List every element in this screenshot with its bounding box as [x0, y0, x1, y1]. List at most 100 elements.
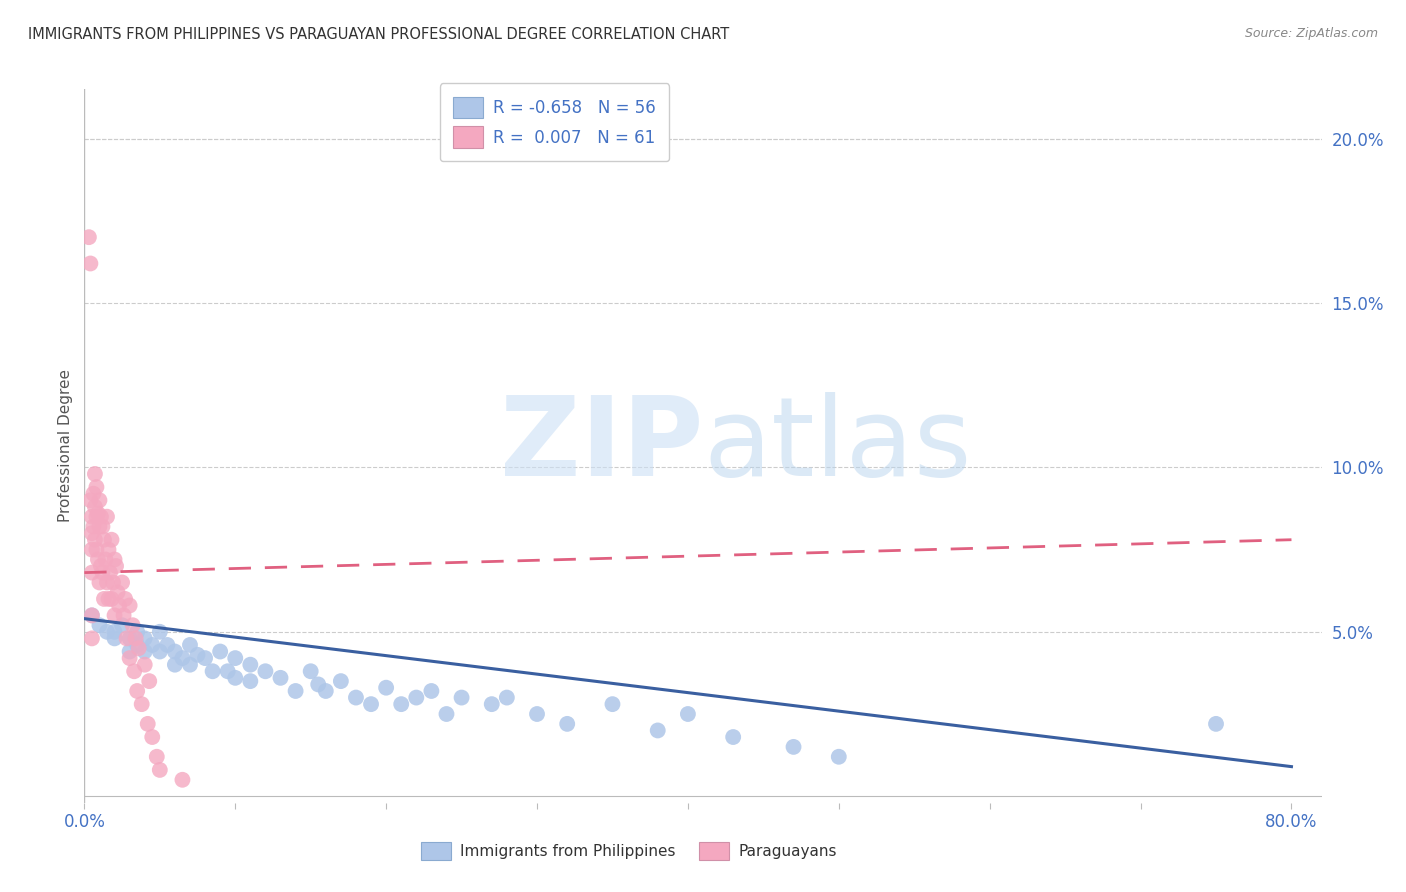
Point	[676, 706, 699, 721]
Point	[118, 632, 141, 646]
Point	[118, 651, 141, 665]
Point	[80, 509, 103, 524]
Point	[828, 749, 851, 764]
Point	[80, 566, 103, 580]
Point	[86, 509, 108, 524]
Point	[389, 697, 412, 711]
Point	[201, 665, 224, 679]
Point	[134, 632, 156, 646]
Point	[344, 690, 367, 705]
Point	[360, 697, 382, 711]
Point	[93, 533, 115, 547]
Point	[172, 651, 194, 665]
Point	[138, 674, 160, 689]
Point	[114, 591, 136, 606]
Point	[89, 493, 111, 508]
Point	[163, 657, 186, 672]
Point	[82, 486, 104, 500]
Point	[90, 559, 112, 574]
Point	[127, 638, 149, 652]
Point	[103, 624, 125, 639]
Point	[86, 542, 108, 557]
Point	[98, 566, 121, 580]
Point	[134, 644, 156, 658]
Point	[141, 730, 163, 744]
Point	[224, 651, 246, 665]
Point	[179, 638, 201, 652]
Point	[179, 657, 201, 672]
Point	[118, 644, 141, 658]
Point	[555, 717, 578, 731]
Point	[96, 509, 118, 524]
Point	[79, 256, 101, 270]
Point	[91, 519, 114, 533]
Point	[103, 608, 125, 623]
Point	[224, 671, 246, 685]
Point	[112, 608, 135, 623]
Point	[194, 651, 217, 665]
Point	[405, 690, 427, 705]
Point	[146, 749, 169, 764]
Point	[127, 684, 149, 698]
Point	[97, 542, 120, 557]
Point	[84, 500, 107, 514]
Point	[79, 493, 101, 508]
Text: Source: ZipAtlas.com: Source: ZipAtlas.com	[1244, 27, 1378, 40]
Point	[254, 665, 277, 679]
Point	[101, 575, 124, 590]
Point	[239, 674, 262, 689]
Text: ZIP: ZIP	[499, 392, 703, 500]
Point	[124, 632, 146, 646]
Point	[127, 624, 149, 639]
Point	[270, 671, 292, 685]
Point	[84, 467, 107, 481]
Point	[105, 559, 128, 574]
Point	[186, 648, 208, 662]
Point	[80, 608, 103, 623]
Point	[80, 542, 103, 557]
Point	[107, 585, 129, 599]
Point	[721, 730, 744, 744]
Point	[89, 575, 111, 590]
Point	[284, 684, 307, 698]
Point	[103, 552, 125, 566]
Point	[91, 566, 114, 580]
Point	[375, 681, 398, 695]
Point	[84, 533, 107, 547]
Point	[97, 591, 120, 606]
Point	[89, 618, 111, 632]
Point	[782, 739, 804, 754]
Text: atlas: atlas	[703, 392, 972, 500]
Point	[90, 509, 112, 524]
Point	[115, 632, 138, 646]
Point	[217, 665, 239, 679]
Point	[239, 657, 262, 672]
Text: IMMIGRANTS FROM PHILIPPINES VS PARAGUAYAN PROFESSIONAL DEGREE CORRELATION CHART: IMMIGRANTS FROM PHILIPPINES VS PARAGUAYA…	[28, 27, 730, 42]
Point	[134, 657, 156, 672]
Point	[82, 519, 104, 533]
Point	[141, 638, 163, 652]
Point	[149, 644, 172, 658]
Point	[94, 552, 117, 566]
Point	[89, 519, 111, 533]
Point	[307, 677, 329, 691]
Point	[80, 632, 103, 646]
Point	[121, 618, 143, 632]
Point	[111, 575, 134, 590]
Point	[450, 690, 472, 705]
Point	[111, 618, 134, 632]
Point	[647, 723, 669, 738]
Point	[86, 480, 108, 494]
Point	[329, 674, 352, 689]
Point	[131, 697, 153, 711]
Point	[108, 599, 131, 613]
Point	[87, 507, 110, 521]
Point	[299, 665, 322, 679]
Point	[526, 706, 548, 721]
Point	[103, 632, 125, 646]
Point	[149, 763, 172, 777]
Point	[80, 608, 103, 623]
Point	[315, 684, 337, 698]
Point	[436, 706, 458, 721]
Point	[96, 624, 118, 639]
